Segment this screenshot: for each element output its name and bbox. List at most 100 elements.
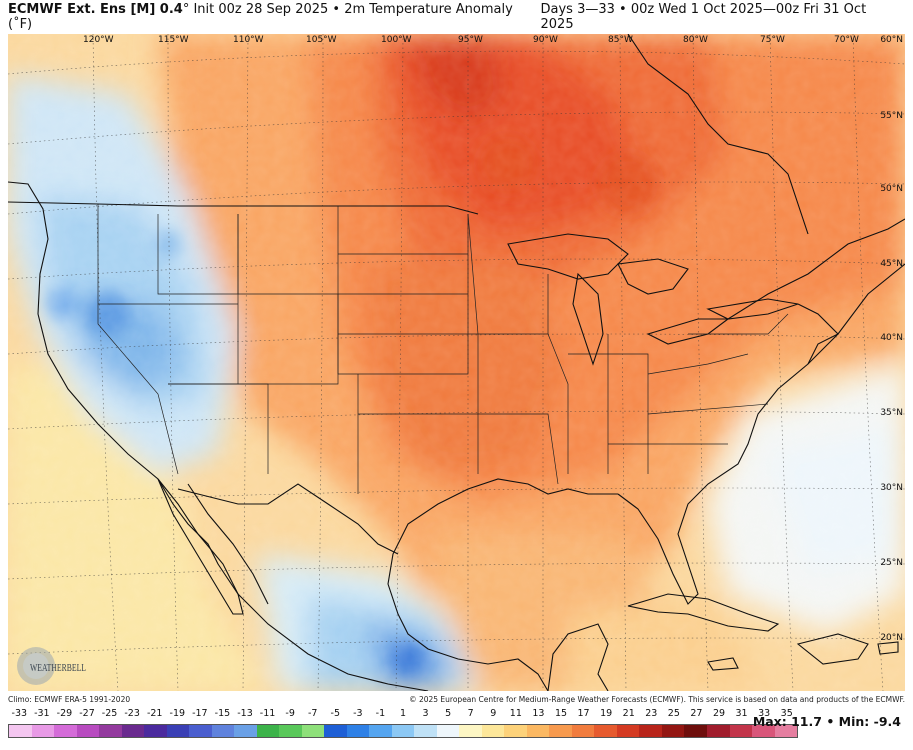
lon-label: 100°W xyxy=(381,35,412,45)
lon-label: 110°W xyxy=(233,35,264,45)
footer-notes: Climo: ECMWF ERA-5 1991-2020 © 2025 Euro… xyxy=(8,691,905,707)
scale-swatch xyxy=(481,725,505,737)
scale-label: -5 xyxy=(330,708,341,719)
scale-label: 7 xyxy=(467,708,474,719)
max-value: 11.7 xyxy=(791,714,822,729)
lon-label: 115°W xyxy=(158,35,189,45)
scale-swatch xyxy=(774,725,798,737)
scale-label: -33 xyxy=(11,708,28,719)
scale-swatch xyxy=(661,725,685,737)
scale-label: 23 xyxy=(645,708,658,719)
scale-label: 13 xyxy=(532,708,545,719)
scale-label: -23 xyxy=(124,708,140,719)
country-borders xyxy=(8,34,905,691)
scale-swatch xyxy=(54,725,77,737)
logo-text: WEATHERBELL xyxy=(30,663,86,674)
variable-name: 2m Temperature Anomaly (˚F) xyxy=(8,2,513,32)
scale-swatch xyxy=(211,725,235,737)
scale-swatch xyxy=(504,725,527,737)
scale-swatch xyxy=(706,725,730,737)
scale-swatch xyxy=(729,725,753,737)
scale-swatch xyxy=(234,725,257,737)
weatherbell-logo: WEATHERBELL xyxy=(17,647,86,685)
lon-label: 80°W xyxy=(683,35,708,45)
min-value: -9.4 xyxy=(873,714,901,729)
scale-label: 31 xyxy=(735,708,748,719)
scale-swatch xyxy=(571,725,595,737)
lat-label: 30°N xyxy=(880,483,903,493)
scale-label: 3 xyxy=(422,708,429,719)
scale-swatch xyxy=(391,725,415,737)
scale-label: 15 xyxy=(554,708,568,719)
lat-label: 55°N xyxy=(880,111,903,121)
scale-label: -15 xyxy=(214,708,231,719)
degree-symbol: ° xyxy=(182,2,190,17)
scale-label: -13 xyxy=(237,708,253,719)
scale-label: -3 xyxy=(353,708,363,719)
color-scale: -33 -31 -29 -27 -25 -23 -21 -19 -17 -15 -13 -11 -9 -7… xyxy=(8,708,798,744)
scale-swatch xyxy=(459,725,482,737)
scale-label: -7 xyxy=(307,708,318,719)
scale-label: 11 xyxy=(509,708,522,719)
lon-label: 95°W xyxy=(458,35,483,45)
lon-label: 90°W xyxy=(533,35,558,45)
scale-label: -11 xyxy=(259,708,276,719)
scale-swatch xyxy=(346,725,370,737)
map-header: ECMWF Ext. Ens [M] 0.4° Init 00z 28 Sep … xyxy=(0,0,913,34)
scale-label: 35 xyxy=(780,708,793,719)
scale-label: -29 xyxy=(56,708,73,719)
scale-swatch xyxy=(121,725,145,737)
scale-label: 19 xyxy=(600,708,613,719)
lat-label: 60°N xyxy=(880,35,903,45)
scale-swatch xyxy=(436,725,460,737)
scale-swatch xyxy=(684,725,707,737)
scale-label: -17 xyxy=(192,708,208,719)
scale-swatch xyxy=(616,725,640,737)
lat-label: 40°N xyxy=(880,333,903,343)
scale-swatch xyxy=(639,725,662,737)
state-borders xyxy=(97,204,789,494)
scale-labels: -33 -31 -29 -27 -25 -23 -21 -19 -17 -15 -13 -11 -9 -7… xyxy=(8,708,798,722)
lat-label: 35°N xyxy=(880,408,903,418)
scale-swatch xyxy=(549,725,572,737)
bullet: • xyxy=(332,2,341,17)
scale-label: 25 xyxy=(667,708,680,719)
scale-label: -21 xyxy=(146,708,163,719)
longitude-labels: 120°W 115°W 110°W 105°W 100°W 95°W 90°W … xyxy=(83,35,859,45)
init-time: Init 00z 28 Sep 2025 xyxy=(193,2,329,17)
latitude-labels: 60°N 55°N 50°N 45°N 40°N 35°N 30°N 25°N … xyxy=(880,35,903,643)
lon-label: 120°W xyxy=(83,35,114,45)
scale-swatch xyxy=(144,725,167,737)
scale-swatch xyxy=(594,725,617,737)
scale-swatch xyxy=(76,725,100,737)
scale-label: -27 xyxy=(79,708,95,719)
lat-label: 25°N xyxy=(880,558,903,568)
scale-swatch xyxy=(31,725,55,737)
scale-label: -25 xyxy=(101,708,118,719)
scale-swatch xyxy=(526,725,550,737)
scale-swatch xyxy=(279,725,302,737)
lon-label: 70°W xyxy=(834,35,859,45)
scale-swatch xyxy=(9,725,32,737)
temperature-anomaly-map: 120°W 115°W 110°W 105°W 100°W 95°W 90°W … xyxy=(8,34,905,691)
title: ECMWF Ext. Ens [M] 0.4° Init 00z 28 Sep … xyxy=(8,2,541,32)
scale-label: 29 xyxy=(712,708,726,719)
lat-label: 45°N xyxy=(880,259,903,269)
scale-label: 9 xyxy=(490,708,497,719)
scale-label: 27 xyxy=(690,708,703,719)
scale-label: 21 xyxy=(622,708,635,719)
max-min-stats: Max: 11.7 • Min: -9.4 xyxy=(753,714,901,729)
scale-swatch xyxy=(301,725,325,737)
scale-swatch xyxy=(414,725,437,737)
stats-separator: • xyxy=(826,714,835,729)
model-name: ECMWF Ext. Ens [M] 0.4 xyxy=(8,2,183,17)
scale-label: -31 xyxy=(34,708,50,719)
lon-label: 105°W xyxy=(306,35,337,45)
scale-swatch xyxy=(752,725,775,737)
lon-label: 75°W xyxy=(760,35,785,45)
scale-label: -19 xyxy=(169,708,186,719)
scale-label: -9 xyxy=(285,708,295,719)
lat-label: 50°N xyxy=(880,184,903,194)
scale-swatch xyxy=(256,725,280,737)
scale-swatch xyxy=(166,725,190,737)
